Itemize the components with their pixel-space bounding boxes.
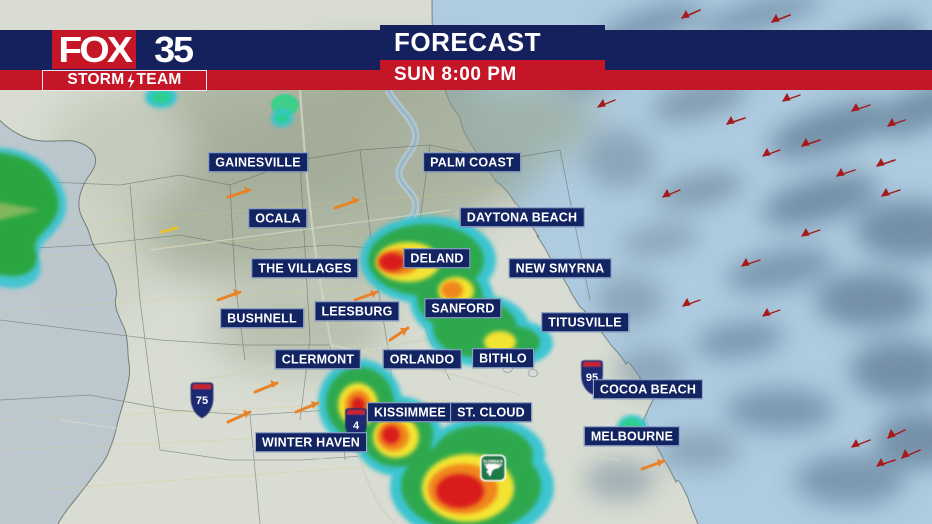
svg-text:4: 4 — [353, 420, 360, 432]
svg-text:75: 75 — [196, 395, 208, 407]
